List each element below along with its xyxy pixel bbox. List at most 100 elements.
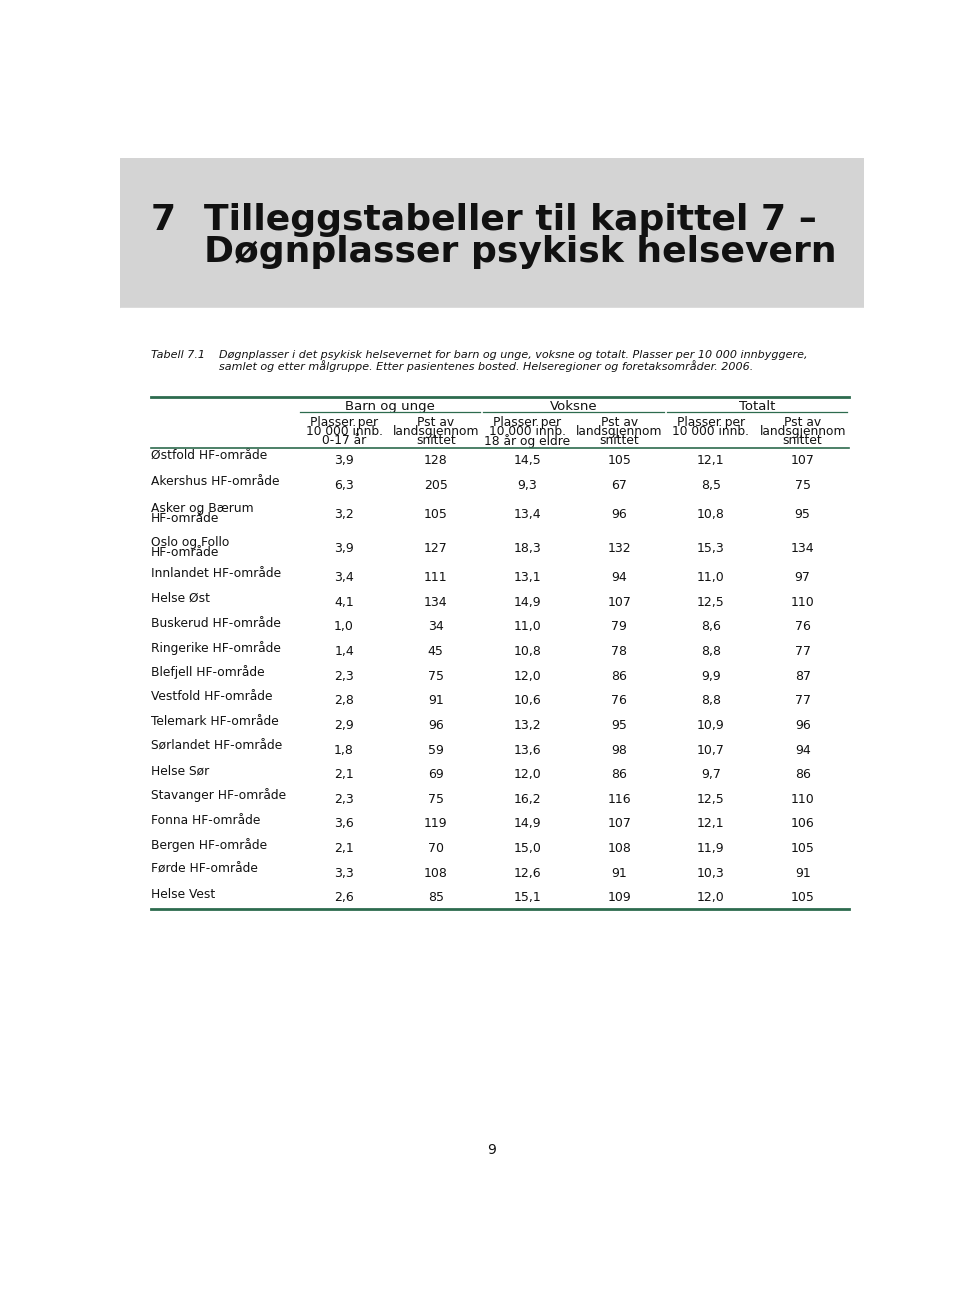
Text: 18 år og eldre: 18 år og eldre xyxy=(485,434,570,449)
Bar xyxy=(120,308,864,1171)
Text: 95: 95 xyxy=(795,508,810,521)
Text: 85: 85 xyxy=(428,891,444,904)
Text: 8,6: 8,6 xyxy=(701,620,721,633)
Text: Pst av: Pst av xyxy=(418,416,454,429)
Text: landsgjennom: landsgjennom xyxy=(759,425,846,438)
Text: 1,0: 1,0 xyxy=(334,620,354,633)
Text: 2,3: 2,3 xyxy=(334,670,354,683)
Text: 9: 9 xyxy=(488,1142,496,1157)
Text: 75: 75 xyxy=(795,479,810,492)
Text: 67: 67 xyxy=(612,479,627,492)
Text: 86: 86 xyxy=(795,769,810,782)
Text: 96: 96 xyxy=(428,719,444,732)
Text: 107: 107 xyxy=(608,596,631,609)
Text: Plasser per: Plasser per xyxy=(677,416,745,429)
Text: 2,1: 2,1 xyxy=(334,769,354,782)
Text: snittet: snittet xyxy=(599,434,639,447)
Text: 107: 107 xyxy=(791,454,815,467)
Text: Helse Sør: Helse Sør xyxy=(151,765,209,778)
Text: Pst av: Pst av xyxy=(784,416,821,429)
Text: 6,3: 6,3 xyxy=(334,479,354,492)
Text: 119: 119 xyxy=(424,817,447,830)
Text: 91: 91 xyxy=(795,867,810,880)
Text: Plasser per: Plasser per xyxy=(493,416,562,429)
Text: Oslo og Follo: Oslo og Follo xyxy=(151,536,229,549)
Text: 8,5: 8,5 xyxy=(701,479,721,492)
Text: 94: 94 xyxy=(795,744,810,757)
Text: 10,7: 10,7 xyxy=(697,744,725,757)
Text: 70: 70 xyxy=(428,842,444,855)
Text: 116: 116 xyxy=(608,792,631,805)
Text: 10,9: 10,9 xyxy=(697,719,725,732)
Text: 8,8: 8,8 xyxy=(701,695,721,707)
Text: 12,5: 12,5 xyxy=(697,596,725,609)
Text: 127: 127 xyxy=(424,542,447,555)
Text: 105: 105 xyxy=(424,508,447,521)
Text: Helse Øst: Helse Øst xyxy=(151,592,210,605)
Text: 86: 86 xyxy=(612,769,627,782)
Text: 18,3: 18,3 xyxy=(514,542,541,555)
Text: 111: 111 xyxy=(424,571,447,584)
Text: 96: 96 xyxy=(795,719,810,732)
Text: Fonna HF-område: Fonna HF-område xyxy=(151,813,260,826)
Text: 108: 108 xyxy=(424,867,447,880)
Text: 12,0: 12,0 xyxy=(514,769,541,782)
Text: 10 000 innb.: 10 000 innb. xyxy=(672,425,750,438)
Text: 106: 106 xyxy=(791,817,814,830)
Text: 3,4: 3,4 xyxy=(334,571,354,584)
Text: 2,8: 2,8 xyxy=(334,695,354,707)
Text: Førde HF-område: Førde HF-område xyxy=(151,863,258,876)
Text: 2,6: 2,6 xyxy=(334,891,354,904)
Text: 34: 34 xyxy=(428,620,444,633)
Text: 3,3: 3,3 xyxy=(334,867,354,880)
Text: 12,0: 12,0 xyxy=(514,670,541,683)
Text: 3,9: 3,9 xyxy=(334,454,354,467)
Text: Telemark HF-område: Telemark HF-område xyxy=(151,715,278,728)
Text: 105: 105 xyxy=(791,842,815,855)
Text: 13,4: 13,4 xyxy=(514,508,541,521)
Text: 14,5: 14,5 xyxy=(514,454,541,467)
Text: 96: 96 xyxy=(612,508,627,521)
Text: 3,2: 3,2 xyxy=(334,508,354,521)
Text: 94: 94 xyxy=(612,571,627,584)
Text: 2,1: 2,1 xyxy=(334,842,354,855)
Text: 98: 98 xyxy=(612,744,627,757)
Text: 95: 95 xyxy=(612,719,627,732)
Text: 86: 86 xyxy=(612,670,627,683)
Text: snittet: snittet xyxy=(416,434,456,447)
Text: 76: 76 xyxy=(612,695,627,707)
Text: 69: 69 xyxy=(428,769,444,782)
Text: 11,9: 11,9 xyxy=(697,842,725,855)
Text: 109: 109 xyxy=(608,891,631,904)
Text: 3,6: 3,6 xyxy=(334,817,354,830)
Text: Tabell 7.1: Tabell 7.1 xyxy=(151,350,205,361)
Text: 16,2: 16,2 xyxy=(514,792,541,805)
Text: 77: 77 xyxy=(795,695,810,707)
Text: Ringerike HF-område: Ringerike HF-område xyxy=(151,641,281,654)
Text: 107: 107 xyxy=(608,817,631,830)
Text: samlet og etter målgruppe. Etter pasientenes bosted. Helseregioner og foretaksom: samlet og etter målgruppe. Etter pasient… xyxy=(219,361,754,372)
Text: 110: 110 xyxy=(791,596,814,609)
Text: 7: 7 xyxy=(151,203,176,237)
Text: 75: 75 xyxy=(428,670,444,683)
Text: Asker og Bærum: Asker og Bærum xyxy=(151,503,253,515)
Text: landsgjennom: landsgjennom xyxy=(576,425,662,438)
Text: Stavanger HF-område: Stavanger HF-område xyxy=(151,788,286,803)
Text: 45: 45 xyxy=(428,645,444,658)
Text: 2,9: 2,9 xyxy=(334,719,354,732)
Text: Sørlandet HF-område: Sørlandet HF-område xyxy=(151,740,282,753)
Text: Tilleggstabeller til kapittel 7 –: Tilleggstabeller til kapittel 7 – xyxy=(204,203,817,237)
Text: 75: 75 xyxy=(428,792,444,805)
Text: 91: 91 xyxy=(612,867,627,880)
Text: Vestfold HF-område: Vestfold HF-område xyxy=(151,691,273,704)
Text: 79: 79 xyxy=(612,620,627,633)
Text: 4,1: 4,1 xyxy=(334,596,354,609)
Text: 12,5: 12,5 xyxy=(697,792,725,805)
Text: 14,9: 14,9 xyxy=(514,817,541,830)
Text: 134: 134 xyxy=(424,596,447,609)
Text: 59: 59 xyxy=(428,744,444,757)
Text: 9,7: 9,7 xyxy=(701,769,721,782)
Text: 0-17 år: 0-17 år xyxy=(322,434,366,447)
Text: 13,6: 13,6 xyxy=(514,744,541,757)
Text: 2,3: 2,3 xyxy=(334,792,354,805)
